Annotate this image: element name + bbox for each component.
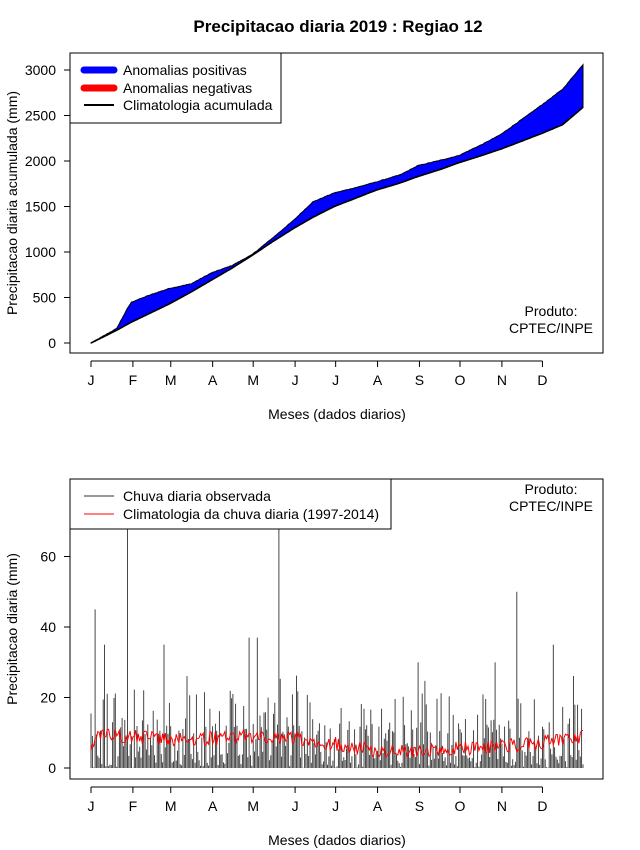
top-x-tick-label: F bbox=[129, 372, 138, 388]
bottom-x-tick-label: D bbox=[537, 798, 547, 814]
top-y-tick-label: 3000 bbox=[25, 62, 56, 78]
top-y-tick-label: 1500 bbox=[25, 199, 56, 215]
top-x-tick-label: J bbox=[88, 372, 95, 388]
bottom-x-tick-label: M bbox=[165, 798, 177, 814]
legend-label-daily-climatology: Climatologia da chuva diaria (1997-2014) bbox=[123, 506, 379, 522]
bottom-x-tick-label: O bbox=[455, 798, 466, 814]
bottom-y-tick-label: 0 bbox=[48, 760, 56, 776]
top-panel: 0 500 1000 1500 2000 2500 3000 J F M A M J J A S O N D Me… bbox=[4, 52, 604, 422]
bottom-legend-box bbox=[69, 478, 392, 530]
top-x-axis-label: Meses (dados diarios) bbox=[268, 406, 406, 422]
top-credit-line2: CPTEC/INPE bbox=[509, 320, 593, 336]
bottom-credit-line2: CPTEC/INPE bbox=[509, 498, 593, 514]
legend-label-negative: Anomalias negativas bbox=[123, 80, 252, 96]
bottom-y-tick-label: 20 bbox=[40, 690, 56, 706]
top-x-tick-label: N bbox=[497, 372, 507, 388]
bottom-y-axis: 0 20 40 60 bbox=[40, 549, 70, 776]
top-credit-line1: Produto: bbox=[525, 303, 578, 319]
top-x-tick-label: J bbox=[332, 372, 339, 388]
chart-title: Precipitacao diaria 2019 : Regiao 12 bbox=[193, 17, 482, 36]
legend-label-climatology: Climatologia acumulada bbox=[123, 97, 273, 113]
top-x-tick-label: A bbox=[373, 372, 383, 388]
bottom-panel: 0 20 40 60 J F M A M J J A S O N D Meses (dados diario… bbox=[4, 478, 604, 848]
bottom-x-tick-label: A bbox=[208, 798, 218, 814]
top-x-tick-label: S bbox=[415, 372, 424, 388]
bottom-y-tick-label: 60 bbox=[40, 549, 56, 565]
bottom-x-tick-label: J bbox=[332, 798, 339, 814]
top-x-tick-label: M bbox=[165, 372, 177, 388]
top-y-axis-label: Precipitacao diaria acumulada (mm) bbox=[4, 91, 20, 315]
daily-climatology-line bbox=[90, 727, 583, 759]
top-plot-frame bbox=[69, 52, 604, 354]
legend-label-positive: Anomalias positivas bbox=[123, 62, 247, 78]
top-data-layer bbox=[90, 63, 584, 344]
bottom-legend: Chuva diaria observada Climatologia da c… bbox=[69, 478, 392, 530]
top-y-tick-label: 2000 bbox=[25, 153, 56, 169]
top-x-tick-label: M bbox=[247, 372, 259, 388]
bottom-x-tick-label: S bbox=[415, 798, 424, 814]
bottom-x-tick-label: M bbox=[247, 798, 259, 814]
top-y-axis: 0 500 1000 1500 2000 2500 3000 bbox=[25, 62, 70, 351]
bottom-x-tick-label: J bbox=[292, 798, 299, 814]
bottom-y-axis-label: Precipitacao diaria (mm) bbox=[4, 553, 20, 705]
bottom-y-tick-label: 40 bbox=[40, 619, 56, 635]
top-x-tick-label: O bbox=[455, 372, 466, 388]
bottom-data-layer bbox=[90, 493, 584, 768]
bottom-credit-line1: Produto: bbox=[525, 481, 578, 497]
bottom-x-axis-label: Meses (dados diarios) bbox=[268, 832, 406, 848]
top-y-tick-label: 2500 bbox=[25, 108, 56, 124]
legend-label-observed: Chuva diaria observada bbox=[123, 488, 271, 504]
top-x-tick-label: A bbox=[208, 372, 218, 388]
top-y-tick-label: 500 bbox=[33, 290, 57, 306]
bottom-x-tick-label: A bbox=[373, 798, 383, 814]
top-x-tick-label: D bbox=[537, 372, 547, 388]
bottom-x-tick-label: F bbox=[129, 798, 138, 814]
bottom-x-tick-label: J bbox=[88, 798, 95, 814]
top-x-tick-label: J bbox=[292, 372, 299, 388]
bottom-x-tick-label: N bbox=[497, 798, 507, 814]
top-y-tick-label: 1000 bbox=[25, 244, 56, 260]
top-legend: Anomalias positivas Anomalias negativas … bbox=[69, 52, 282, 124]
climatology-accumulated-line bbox=[90, 106, 584, 344]
top-y-tick-label: 0 bbox=[48, 335, 56, 351]
